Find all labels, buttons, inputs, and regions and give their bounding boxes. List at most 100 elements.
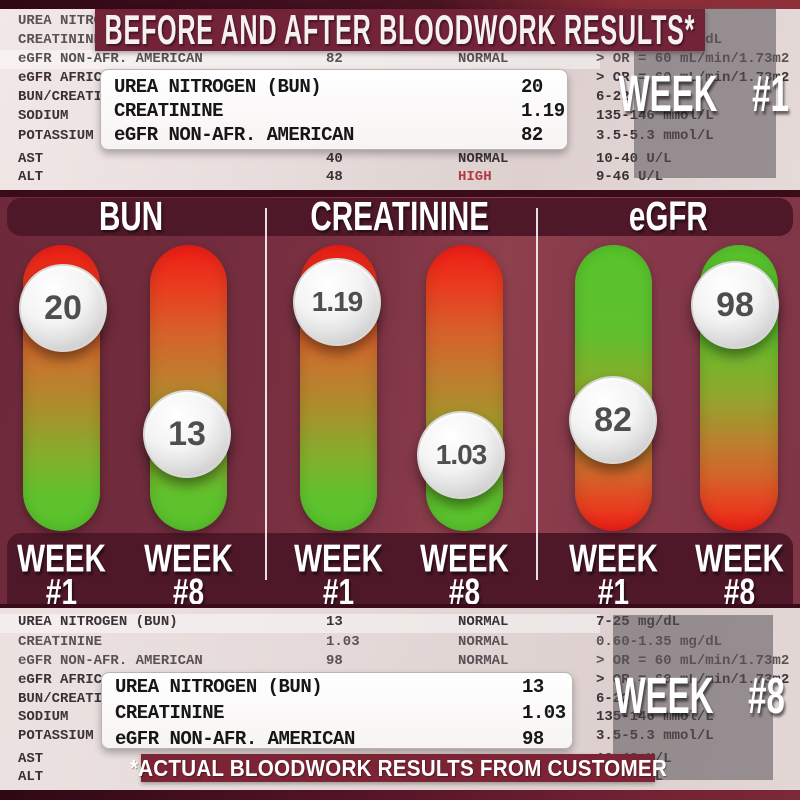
- card-test-label: CREATININE: [114, 100, 224, 122]
- gauge-header-label: BUN: [99, 193, 164, 239]
- gauge-week-label-creatinine-week1: WEEK #1: [283, 536, 393, 611]
- row-highlight: [0, 614, 600, 633]
- card-row: CREATININE 1.03: [102, 702, 572, 724]
- title-banner: BEFORE AND AFTER BLOODWORK RESULTS*: [95, 5, 705, 54]
- test-flag: NORMAL: [458, 51, 509, 67]
- card-test-value: 20: [521, 76, 543, 98]
- badge-value: 20: [44, 288, 82, 327]
- test-label: ALT: [18, 769, 44, 785]
- week-word: WEEK: [419, 536, 509, 580]
- week1-result-card: UREA NITROGEN (BUN) 20 CREATININE 1.19 e…: [100, 69, 568, 150]
- test-flag: NORMAL: [458, 653, 509, 669]
- week-word: WEEK: [143, 536, 233, 580]
- test-value: 48: [326, 169, 343, 185]
- card-test-label: eGFR NON-AFR. AMERICAN: [114, 124, 354, 146]
- gauge-badge-creatinine-week8: 1.03: [417, 411, 505, 499]
- badge-value: 1.03: [435, 439, 487, 470]
- gauge-header-bun: BUN: [0, 194, 263, 239]
- gauge-badge-bun-week8: 13: [143, 390, 231, 478]
- test-label: POTASSIUM: [18, 728, 94, 744]
- footnote-banner: *ACTUAL BLOODWORK RESULTS FROM CUSTOMER: [129, 754, 666, 782]
- test-label: SODIUM: [18, 709, 69, 725]
- card-test-label: CREATININE: [115, 702, 225, 724]
- week-word: WEEK: [293, 536, 383, 580]
- gauge-header-egfr: eGFR: [537, 194, 800, 239]
- week8-result-card: UREA NITROGEN (BUN) 13 CREATININE 1.03 e…: [101, 672, 573, 750]
- gauge-week-label-bun-week8: WEEK #8: [133, 536, 243, 611]
- bottom-edge-strip: [0, 790, 800, 800]
- test-label: ALT: [18, 169, 44, 185]
- week-word: WEEK: [694, 536, 784, 580]
- card-test-value: 1.19: [521, 100, 565, 122]
- test-label: eGFR NON-AFR. AMERICAN: [18, 51, 203, 67]
- card-test-value: 98: [522, 728, 544, 750]
- week8-gray-overlay: [613, 615, 773, 780]
- test-label: CREATININE: [18, 634, 103, 650]
- week1-overlay-label: WEEK #1: [616, 66, 788, 123]
- gauge-badge-creatinine-week1: 1.19: [293, 258, 381, 346]
- page-title: BEFORE AND AFTER BLOODWORK RESULTS*: [104, 5, 696, 54]
- gauge-bar-bun-week8: [150, 245, 227, 531]
- column-separator: [265, 208, 267, 580]
- gauge-badge-egfr-week8: 98: [691, 261, 779, 349]
- card-test-value: 82: [521, 124, 543, 146]
- gauge-header-creatinine: CREATININE: [263, 194, 537, 239]
- card-test-label: UREA NITROGEN (BUN): [115, 676, 323, 698]
- test-label: AST: [18, 751, 44, 767]
- test-flag: NORMAL: [458, 151, 509, 167]
- badge-value: 98: [716, 285, 754, 324]
- gauge-badge-egfr-week1: 82: [569, 376, 657, 464]
- gauge-week-band: [7, 533, 793, 608]
- section-divider: [0, 604, 800, 608]
- row-highlight: [0, 50, 600, 69]
- test-value: 82: [326, 51, 343, 67]
- card-row: eGFR NON-AFR. AMERICAN 82: [101, 124, 567, 146]
- gauge-header-label: CREATININE: [310, 193, 490, 239]
- test-flag-high: HIGH: [458, 169, 492, 185]
- gauge-week-label-egfr-week1: WEEK #1: [558, 536, 668, 611]
- test-label: AST: [18, 151, 44, 167]
- gauge-badge-bun-week1: 20: [19, 264, 107, 352]
- badge-value: 82: [594, 400, 632, 439]
- gauge-section: BUN CREATININE eGFR 20 13 1.19 1.03 82 9…: [0, 194, 800, 611]
- gauge-week-label-creatinine-week8: WEEK #8: [409, 536, 519, 611]
- week-word: WEEK: [618, 66, 718, 123]
- week-number: #1: [751, 66, 789, 123]
- card-row: CREATININE 1.19: [101, 100, 567, 122]
- card-row: eGFR NON-AFR. AMERICAN 98: [102, 728, 572, 750]
- card-test-value: 13: [522, 676, 544, 698]
- gauge-header-label: eGFR: [629, 193, 708, 239]
- test-flag: NORMAL: [458, 614, 509, 630]
- test-value: 1.03: [326, 634, 360, 650]
- card-test-label: UREA NITROGEN (BUN): [114, 76, 322, 98]
- test-label: POTASSIUM: [18, 128, 94, 144]
- gauge-header-band: [7, 198, 793, 236]
- badge-value: 13: [168, 414, 206, 453]
- test-label: SODIUM: [18, 108, 69, 124]
- test-value: 40: [326, 151, 343, 167]
- column-separator: [536, 208, 538, 580]
- footnote-text: *ACTUAL BLOODWORK RESULTS FROM CUSTOMER: [129, 754, 667, 781]
- gauge-week-label-egfr-week8: WEEK #8: [684, 536, 794, 611]
- week-word: WEEK: [568, 536, 658, 580]
- top-edge-strip: [0, 0, 800, 9]
- test-label: UREA NITROGEN (BUN): [18, 614, 178, 630]
- week-word: WEEK: [614, 668, 714, 725]
- test-flag: NORMAL: [458, 634, 509, 650]
- test-value: 13: [326, 614, 343, 630]
- section-divider: [0, 190, 800, 198]
- card-row: UREA NITROGEN (BUN) 20: [101, 76, 567, 98]
- week-word: WEEK: [16, 536, 106, 580]
- card-test-label: eGFR NON-AFR. AMERICAN: [115, 728, 355, 750]
- card-test-value: 1.03: [522, 702, 566, 724]
- gauge-week-label-bun-week1: WEEK #1: [6, 536, 116, 611]
- card-row: UREA NITROGEN (BUN) 13: [102, 676, 572, 698]
- week8-overlay-label: WEEK #8: [612, 668, 784, 725]
- week-number: #8: [747, 668, 785, 725]
- test-value: 98: [326, 653, 343, 669]
- badge-value: 1.19: [311, 286, 363, 317]
- test-label: CREATININE: [18, 32, 103, 48]
- test-label: eGFR NON-AFR. AMERICAN: [18, 653, 203, 669]
- test-range: 6-22: [596, 89, 630, 105]
